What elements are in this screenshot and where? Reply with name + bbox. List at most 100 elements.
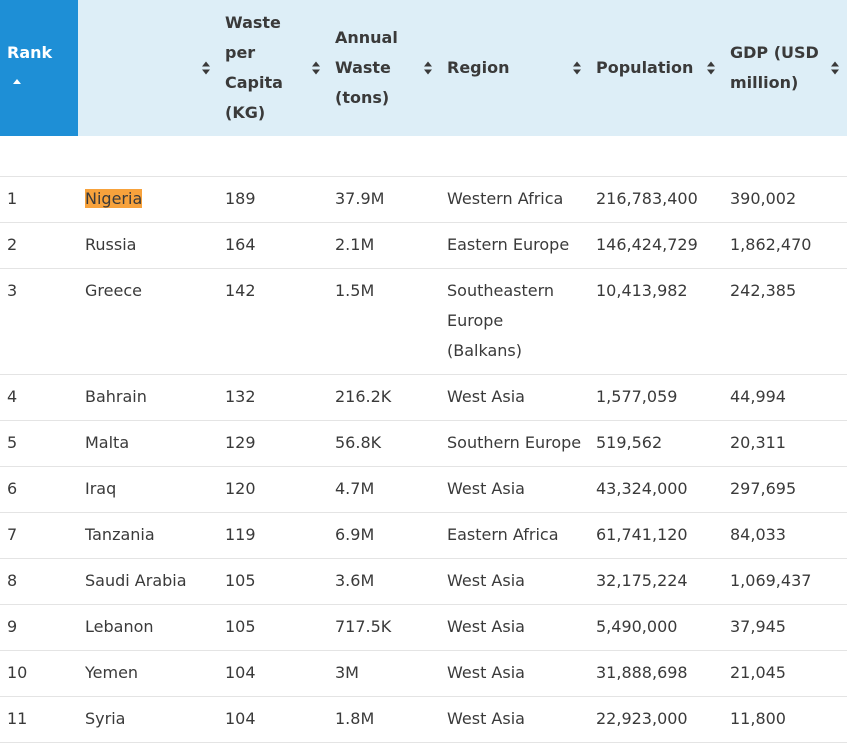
cell-population-text: 61,741,120 xyxy=(596,525,688,544)
cell-region: Eastern Europe xyxy=(440,222,589,269)
header-waste-per-capita-label: Waste per Capita (KG) xyxy=(225,13,283,122)
table-row: 11 Syria 104 1.8M West Asia 22,923,000 11,800 xyxy=(0,696,847,743)
cell-gdp-text: 1,069,437 xyxy=(730,571,812,590)
cell-gdp: 1,862,470 xyxy=(723,222,847,269)
cell-rank-text: 1 xyxy=(7,189,18,208)
header-gdp[interactable]: GDP (USD million) xyxy=(723,0,847,136)
cell-annual-waste: 2.1M xyxy=(328,222,440,269)
header-rank-label: Rank xyxy=(7,38,78,98)
cell-country: Bahrain xyxy=(78,374,218,421)
table-header-row: Rank Waste per Capita (KG) Annual Waste … xyxy=(0,0,847,136)
cell-population: 519,562 xyxy=(589,420,723,467)
cell-country-text: Bahrain xyxy=(85,387,147,406)
cell-country: Greece xyxy=(78,268,218,375)
cell-rank: 11 xyxy=(0,696,78,743)
header-waste-per-capita[interactable]: Waste per Capita (KG) xyxy=(218,0,328,136)
cell-gdp-text: 297,695 xyxy=(730,479,797,498)
table-row: 3 Greece 142 1.5M Southeastern Europe (Balka… xyxy=(0,268,847,375)
cell-annual-waste: 3.6M xyxy=(328,558,440,605)
header-population-label: Population xyxy=(596,58,694,77)
cell-gdp-text: 20,311 xyxy=(730,433,786,452)
cell-region: Southeastern Europe (Balkans) xyxy=(440,268,589,375)
cell-annual-waste: 37.9M xyxy=(328,176,440,223)
table-row: 7 Tanzania 119 6.9M Eastern Africa 61,741,120… xyxy=(0,512,847,559)
cell-waste-per-capita: 142 xyxy=(218,268,328,375)
cell-country-text: Iraq xyxy=(85,479,117,498)
cell-gdp: 11,800 xyxy=(723,696,847,743)
cell-population-text: 10,413,982 xyxy=(596,281,688,300)
sort-toggle-icon xyxy=(424,61,432,75)
cell-waste-per-capita-text: 119 xyxy=(225,525,256,544)
cell-country: Tanzania xyxy=(78,512,218,559)
header-population[interactable]: Population xyxy=(589,0,723,136)
cell-country: Russia xyxy=(78,222,218,269)
cell-population: 22,923,000 xyxy=(589,696,723,743)
cell-annual-waste: 717.5K xyxy=(328,604,440,651)
cell-waste-per-capita: 105 xyxy=(218,604,328,651)
cell-annual-waste-text: 4.7M xyxy=(335,479,375,498)
cell-region: Southern Europe xyxy=(440,420,589,467)
cell-rank-text: 5 xyxy=(7,433,18,452)
table-row: 8 Saudi Arabia 105 3.6M West Asia 32,175,224 1… xyxy=(0,558,847,605)
cell-population-text: 31,888,698 xyxy=(596,663,688,682)
sort-toggle-icon xyxy=(831,61,839,75)
cell-region-text: West Asia xyxy=(447,387,525,406)
header-country[interactable] xyxy=(78,0,218,136)
cell-rank: 2 xyxy=(0,222,78,269)
cell-annual-waste-text: 1.8M xyxy=(335,709,375,728)
cell-annual-waste: 4.7M xyxy=(328,466,440,513)
cell-annual-waste: 1.8M xyxy=(328,696,440,743)
cell-population: 146,424,729 xyxy=(589,222,723,269)
header-region[interactable]: Region xyxy=(440,0,589,136)
cell-annual-waste-text: 3M xyxy=(335,663,359,682)
cell-rank-text: 11 xyxy=(7,709,28,728)
sort-toggle-icon xyxy=(707,61,715,75)
cell-waste-per-capita-text: 105 xyxy=(225,617,256,636)
cell-gdp-text: 37,945 xyxy=(730,617,786,636)
cell-rank-text: 4 xyxy=(7,387,18,406)
cell-gdp: 242,385 xyxy=(723,268,847,375)
cell-gdp: 37,945 xyxy=(723,604,847,651)
cell-country: Yemen xyxy=(78,650,218,697)
header-annual-waste[interactable]: Annual Waste (tons) xyxy=(328,0,440,136)
cell-region: West Asia xyxy=(440,696,589,743)
cell-annual-waste: 1.5M xyxy=(328,268,440,375)
filter-spacer-row xyxy=(0,136,847,177)
cell-population: 43,324,000 xyxy=(589,466,723,513)
cell-country: Nigeria xyxy=(78,176,218,223)
cell-country: Syria xyxy=(78,696,218,743)
cell-region-text: West Asia xyxy=(447,571,525,590)
sort-toggle-icon xyxy=(312,61,320,75)
cell-waste-per-capita: 164 xyxy=(218,222,328,269)
cell-waste-per-capita-text: 189 xyxy=(225,189,256,208)
cell-population: 32,175,224 xyxy=(589,558,723,605)
cell-waste-per-capita: 105 xyxy=(218,558,328,605)
cell-annual-waste-text: 717.5K xyxy=(335,617,392,636)
cell-rank: 3 xyxy=(0,268,78,375)
table-row: 10 Yemen 104 3M West Asia 31,888,698 21,045 xyxy=(0,650,847,697)
cell-country: Saudi Arabia xyxy=(78,558,218,605)
cell-gdp: 390,002 xyxy=(723,176,847,223)
header-rank[interactable]: Rank xyxy=(0,0,78,136)
cell-rank: 5 xyxy=(0,420,78,467)
cell-gdp: 20,311 xyxy=(723,420,847,467)
cell-rank-text: 8 xyxy=(7,571,18,590)
table-row: 1 Nigeria 189 37.9M Western Africa 216,783,40… xyxy=(0,176,847,223)
cell-annual-waste: 6.9M xyxy=(328,512,440,559)
cell-population-text: 1,577,059 xyxy=(596,387,678,406)
cell-waste-per-capita-text: 105 xyxy=(225,571,256,590)
cell-population-text: 146,424,729 xyxy=(596,235,698,254)
cell-region-text: West Asia xyxy=(447,617,525,636)
cell-country-text: Malta xyxy=(85,433,130,452)
cell-rank-text: 10 xyxy=(7,663,28,682)
sort-toggle-icon xyxy=(202,61,210,75)
cell-gdp: 297,695 xyxy=(723,466,847,513)
cell-waste-per-capita-text: 104 xyxy=(225,663,256,682)
cell-gdp-text: 21,045 xyxy=(730,663,786,682)
cell-region-text: Western Africa xyxy=(447,189,564,208)
cell-gdp: 44,994 xyxy=(723,374,847,421)
cell-region-text: Eastern Africa xyxy=(447,525,559,544)
cell-waste-per-capita-text: 142 xyxy=(225,281,256,300)
cell-rank-text: 3 xyxy=(7,281,18,300)
